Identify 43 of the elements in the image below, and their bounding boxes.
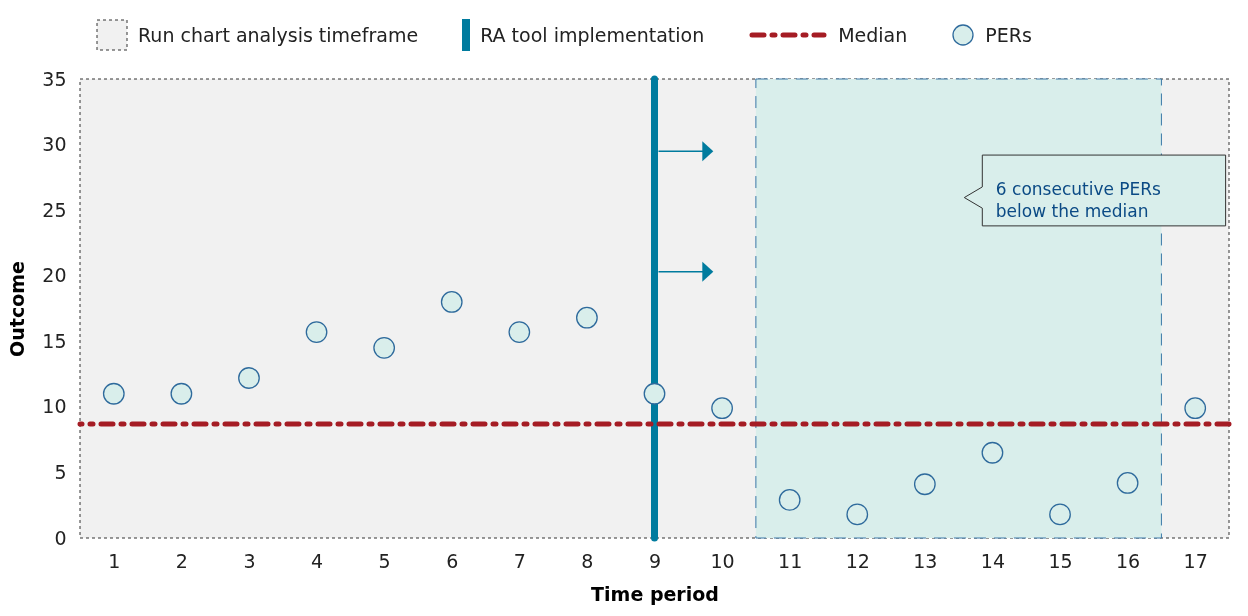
y-tick-label: 15: [42, 329, 67, 352]
point: [305, 321, 328, 343]
x-tick-label: 5: [378, 549, 391, 572]
x-tick-label: 8: [581, 549, 594, 572]
x-tick-label: 17: [1183, 549, 1208, 572]
point: [643, 382, 666, 405]
point: [373, 336, 396, 359]
x-tick-label: 15: [1048, 549, 1073, 572]
y-tick-label: 10: [42, 395, 67, 418]
x-tick-label: 13: [913, 549, 938, 572]
annotation: 6 consecutive PERs below the median: [995, 179, 1162, 222]
x-tick-label: 10: [710, 549, 735, 572]
y-tick-label: 30: [42, 133, 67, 156]
x-tick-label: 4: [311, 549, 324, 572]
x-tick-label: 9: [648, 549, 662, 572]
y-tick-label: 5: [54, 460, 67, 483]
x-tick-label: 16: [1116, 549, 1141, 572]
x-tick-label: 7: [513, 549, 526, 572]
point: [102, 382, 125, 405]
legend-label: Median: [838, 24, 908, 46]
band-label: Run chart analysis timeframe: [138, 24, 419, 46]
point: [1184, 397, 1207, 420]
y-axis-title: Outcome: [6, 261, 29, 357]
y-tick-label: 20: [42, 264, 67, 287]
y-tick-label: 35: [42, 67, 67, 90]
point: [508, 321, 531, 343]
point: [576, 306, 598, 329]
legend-label: RA tool implementation: [480, 24, 705, 46]
legend-label: PERs: [985, 24, 1032, 46]
point: [238, 367, 260, 389]
point: [711, 397, 733, 420]
y-tick-label: 0: [54, 526, 67, 549]
point: [440, 291, 463, 313]
y-tick-label: 25: [42, 198, 67, 221]
x-tick-label: 1: [108, 549, 121, 572]
x-tick-label: 14: [980, 549, 1006, 572]
x-tick-label: 11: [778, 549, 803, 572]
x-tick-label: 2: [175, 549, 188, 572]
x-tick-label: 6: [446, 549, 459, 572]
x-tick-label: 3: [243, 549, 256, 572]
x-axis-title: Time period: [591, 582, 719, 605]
point: [170, 382, 193, 405]
x-tick-label: 12: [845, 549, 870, 572]
